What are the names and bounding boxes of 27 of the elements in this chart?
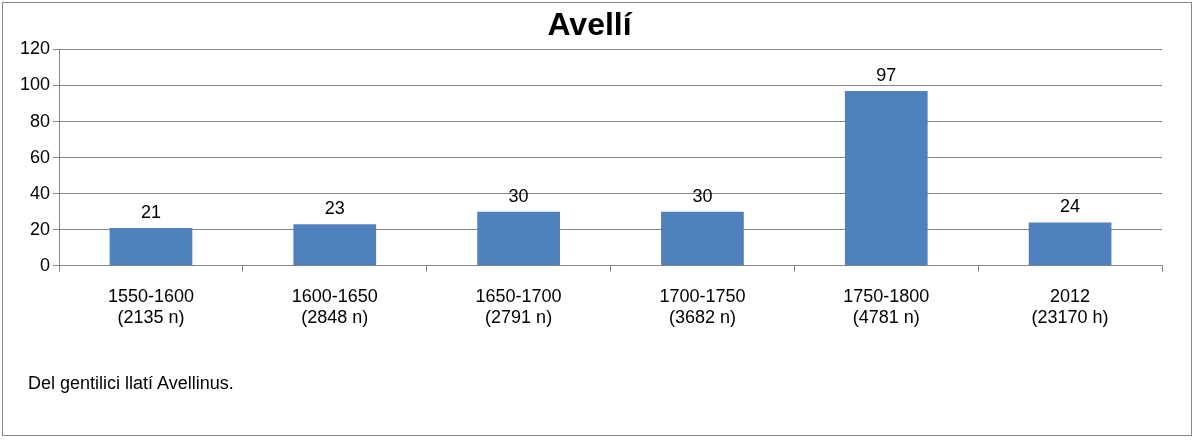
data-label: 23 <box>324 198 345 219</box>
y-tick-label: 120 <box>19 38 51 59</box>
x-tick-label: 2012 (23170 h) <box>1031 285 1109 328</box>
chart-title: Avellí <box>547 6 633 43</box>
data-label: 30 <box>692 185 713 206</box>
text: Del gentilici llatí Avellinus. <box>28 373 235 394</box>
data-label: 30 <box>508 185 529 206</box>
data-label: 97 <box>876 64 897 85</box>
bar <box>477 211 560 266</box>
y-tick-label: 60 <box>30 146 51 167</box>
y-tick-label: 0 <box>40 254 51 275</box>
data-label: 24 <box>1060 196 1081 217</box>
x-tick-label: 1700-1750 (3682 n) <box>659 285 746 328</box>
bar <box>844 90 928 266</box>
x-tick-label: 1600-1650 (2848 n) <box>291 285 378 328</box>
x-tick-label: 1750-1800 (4781 n) <box>843 285 930 328</box>
data-label: 21 <box>140 201 161 222</box>
x-tick-label: 1650-1700 (2791 n) <box>475 285 562 328</box>
y-tick-label: 20 <box>30 218 51 239</box>
y-tick-label: 80 <box>30 110 51 131</box>
bar <box>293 224 377 266</box>
bar <box>661 211 744 266</box>
x-tick-label: 1550-1600 (2135 n) <box>107 285 194 328</box>
y-tick-label: 40 <box>30 182 51 203</box>
bar <box>109 227 193 266</box>
bar <box>1028 222 1112 266</box>
y-tick-label: 100 <box>19 74 51 95</box>
